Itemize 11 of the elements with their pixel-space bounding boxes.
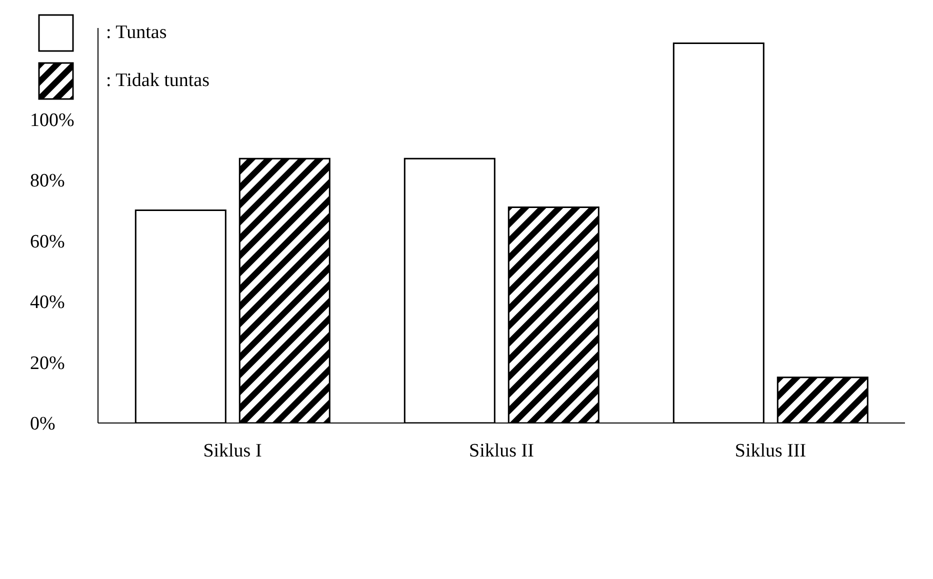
x-tick-label: Siklus III — [734, 440, 806, 462]
y-tick-label: 20% — [30, 352, 65, 374]
y-tick-label: 0% — [30, 414, 56, 435]
y-tick-label: 40% — [30, 292, 65, 314]
legend-label: : Tidak tuntas — [106, 70, 210, 92]
y-tick-label: 80% — [30, 170, 65, 192]
x-tick-label: Siklus II — [469, 440, 534, 462]
y-tick-label: 100% — [30, 110, 74, 131]
y-tick-label: 60% — [30, 231, 65, 252]
x-tick-label: Siklus I — [203, 440, 262, 462]
legend-label: : Tuntas — [106, 22, 167, 44]
